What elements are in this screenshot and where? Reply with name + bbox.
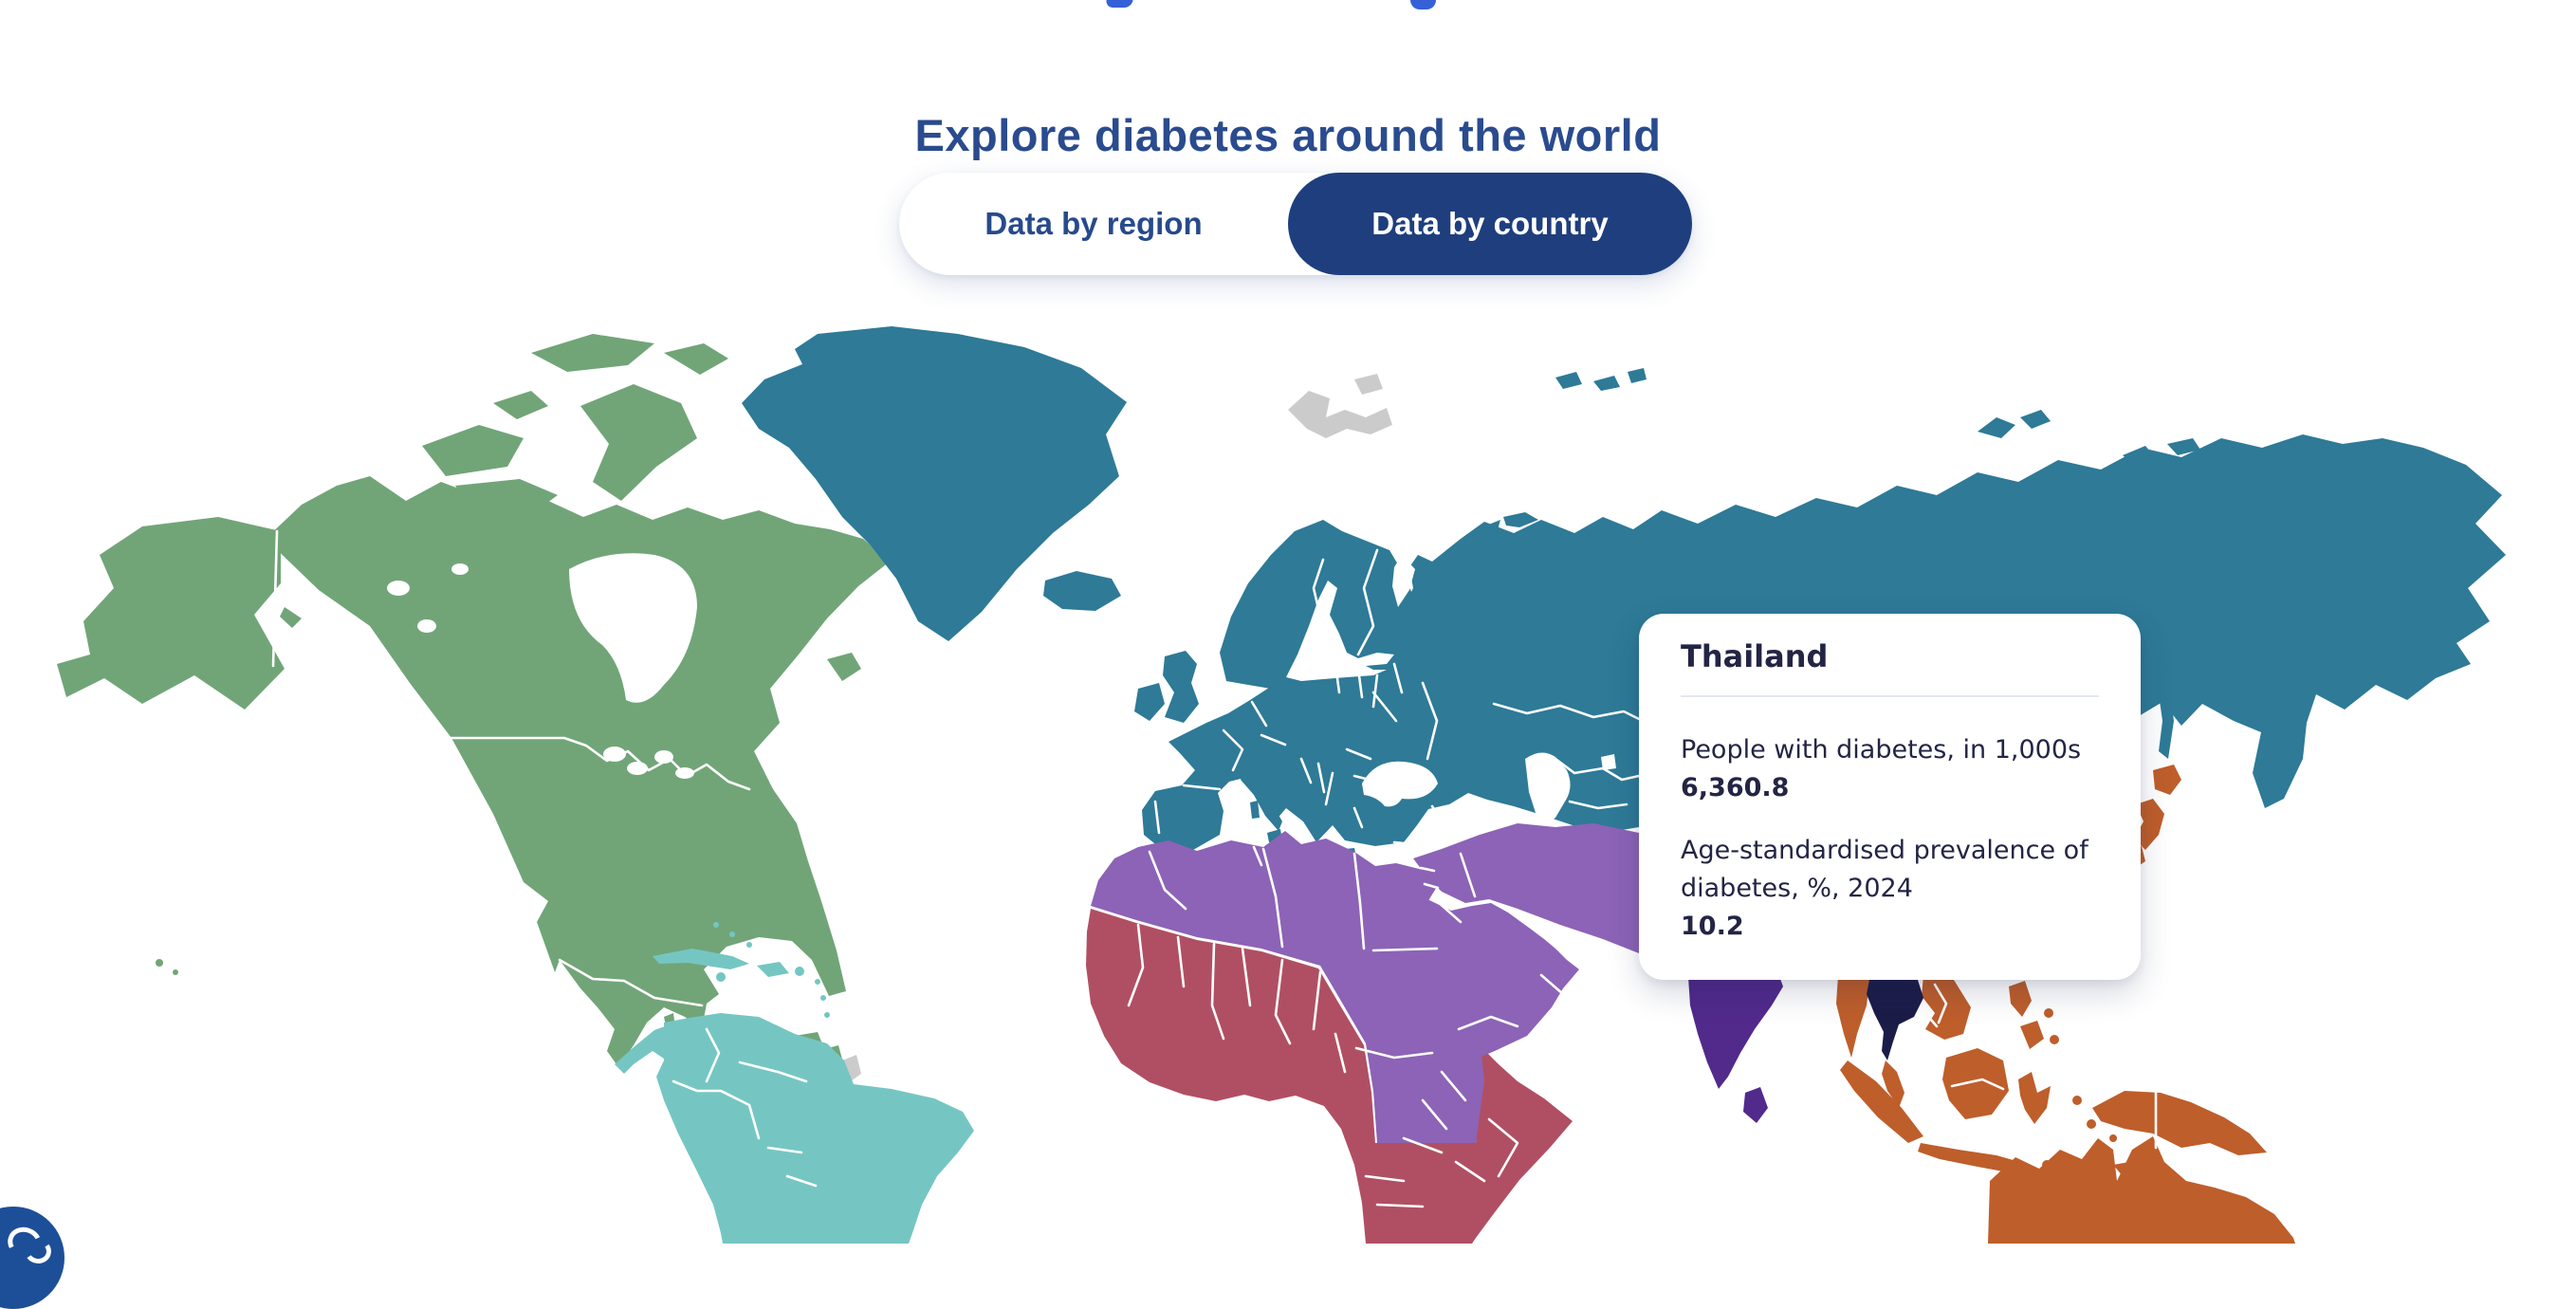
tooltip-metric-people: People with diabetes, in 1,000s 6,360.8 (1681, 731, 2099, 807)
map-region-africa[interactable] (1086, 909, 1573, 1244)
map-region-south-america[interactable] (615, 922, 974, 1244)
sea-overlays (387, 553, 1616, 822)
data-view-toggle: Data by region Data by country (899, 173, 1692, 275)
tooltip-country-name: Thailand (1681, 638, 1829, 674)
tab-data-by-country[interactable]: Data by country (1288, 173, 1692, 275)
cut-off-heading-fragment (1410, 0, 1436, 9)
map-region-south-east-asia[interactable] (1688, 953, 1783, 1123)
metric-value: 6,360.8 (1681, 773, 1790, 802)
page-title: Explore diabetes around the world (914, 110, 1662, 161)
map-country-thailand[interactable] (1867, 973, 1923, 1060)
map-region-mena[interactable] (1091, 823, 1639, 1143)
metric-label: Age-standardised prevalence of diabetes,… (1681, 836, 2088, 903)
map-region-western-pacific[interactable] (1836, 765, 2295, 1244)
tooltip-metric-prevalence: Age-standardised prevalence of diabetes,… (1681, 832, 2099, 946)
country-borders (271, 529, 2158, 1208)
map-region-europe[interactable] (742, 326, 2506, 864)
tooltip-divider (1681, 695, 2099, 697)
metric-value: 10.2 (1681, 912, 1744, 941)
tab-data-by-region[interactable]: Data by region (984, 206, 1203, 241)
country-tooltip: Thailand People with diabetes, in 1,000s… (1639, 614, 2141, 980)
metric-label: People with diabetes, in 1,000s (1681, 735, 2082, 765)
